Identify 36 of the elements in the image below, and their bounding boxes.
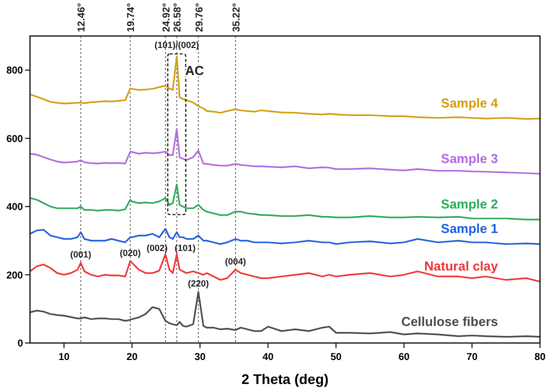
series-label: Natural clay bbox=[424, 258, 499, 274]
series-label: Sample 4 bbox=[440, 96, 499, 111]
series-label: Sample 2 bbox=[440, 196, 498, 212]
series-label: Cellulose fibers bbox=[401, 314, 498, 329]
x-tick-label: 50 bbox=[330, 352, 342, 363]
y-tick-label: 400 bbox=[6, 202, 24, 214]
annotation: (101)/(002) bbox=[154, 40, 200, 50]
series-label: Sample 1 bbox=[440, 221, 498, 236]
line-series bbox=[29, 128, 541, 175]
ref-line-label: 29.76° bbox=[194, 2, 206, 32]
x-tick-label: 40 bbox=[262, 352, 274, 363]
line-series bbox=[29, 184, 541, 220]
annotation: (101) bbox=[174, 242, 196, 253]
y-tick-label: 600 bbox=[6, 134, 24, 145]
ref-line-label: 26.58° bbox=[172, 2, 184, 32]
y-tick-label: 800 bbox=[6, 66, 24, 77]
annotation: (004) bbox=[224, 256, 246, 267]
annotation: (020) bbox=[120, 248, 141, 258]
x-tick-label: 60 bbox=[398, 352, 410, 363]
y-tick-label: 0 bbox=[17, 338, 24, 350]
x-tick-label: 10 bbox=[58, 352, 70, 363]
x-tick-label: 70 bbox=[466, 352, 478, 363]
annotation: (002) bbox=[146, 242, 168, 253]
line-series bbox=[29, 56, 541, 120]
x-tick-label: 30 bbox=[194, 352, 206, 363]
ref-line-label: 24.92° bbox=[161, 2, 172, 32]
x-tick-label: 20 bbox=[126, 352, 138, 363]
annotation: (001) bbox=[70, 250, 92, 260]
annotation: (220) bbox=[188, 278, 209, 289]
ref-line-label: 19.74° bbox=[126, 2, 138, 32]
x-tick-label: 80 bbox=[534, 352, 546, 363]
ref-line-label: 35.22° bbox=[231, 2, 242, 32]
series-label: Sample 3 bbox=[440, 150, 498, 166]
ref-line-label: 12.46° bbox=[76, 2, 88, 32]
y-tick-label: 200 bbox=[6, 270, 24, 282]
x-axis-title: 2 Theta (deg) bbox=[241, 371, 329, 387]
